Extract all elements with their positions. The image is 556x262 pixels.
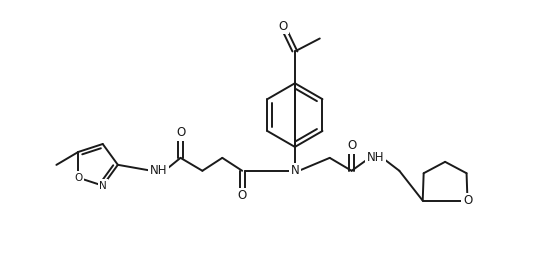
Text: O: O	[347, 139, 356, 152]
Text: N: N	[291, 164, 299, 177]
Text: O: O	[463, 194, 472, 207]
Text: O: O	[279, 20, 287, 33]
Text: NH: NH	[150, 164, 167, 177]
Text: N: N	[99, 181, 107, 191]
Text: O: O	[176, 127, 185, 139]
Text: O: O	[237, 189, 247, 202]
Text: O: O	[74, 173, 82, 183]
Text: NH: NH	[367, 151, 384, 164]
